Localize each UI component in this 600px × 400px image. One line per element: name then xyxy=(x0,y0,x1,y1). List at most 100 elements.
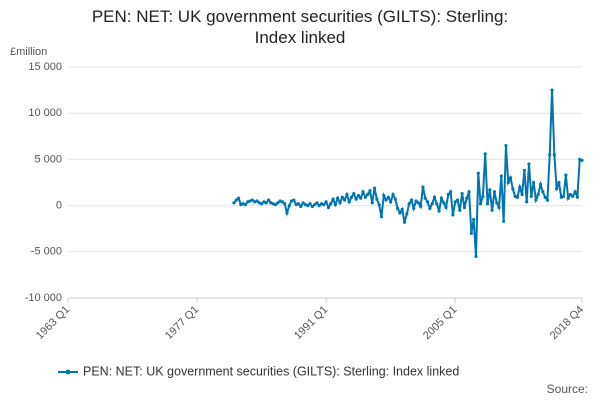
y-tick-label: 10 000 xyxy=(28,107,62,119)
point xyxy=(568,192,573,197)
point xyxy=(336,196,340,200)
point xyxy=(315,201,319,205)
point xyxy=(439,196,443,200)
point xyxy=(548,153,552,157)
x-tick-label: 2005 Q1 xyxy=(421,304,459,342)
point xyxy=(354,197,358,201)
point xyxy=(313,203,317,207)
point xyxy=(495,201,499,205)
y-tick-label: -5 000 xyxy=(31,246,62,258)
point xyxy=(472,217,476,222)
point xyxy=(552,153,556,157)
point xyxy=(347,200,351,204)
point xyxy=(474,254,478,259)
point xyxy=(283,202,287,206)
point xyxy=(372,186,377,190)
x-tick-label: 2018 Q4 xyxy=(548,304,586,342)
point xyxy=(462,205,467,210)
point xyxy=(393,197,397,201)
point xyxy=(453,200,457,204)
line xyxy=(233,90,583,257)
point xyxy=(529,194,533,198)
point xyxy=(409,198,414,202)
point xyxy=(476,171,480,175)
point xyxy=(368,189,372,193)
point xyxy=(363,195,367,199)
point xyxy=(580,158,584,162)
point xyxy=(534,198,538,202)
y-tick-label: 5 000 xyxy=(34,153,62,165)
point xyxy=(485,202,490,206)
point xyxy=(557,180,561,185)
point xyxy=(504,143,508,148)
point xyxy=(469,231,473,235)
point xyxy=(386,195,390,199)
point xyxy=(232,201,236,205)
point xyxy=(444,205,448,210)
point xyxy=(402,220,407,224)
point xyxy=(430,202,434,206)
point xyxy=(338,201,342,205)
y-tick-label: 15 000 xyxy=(28,61,62,73)
point xyxy=(377,203,381,207)
point xyxy=(345,192,349,197)
point xyxy=(349,195,354,199)
point xyxy=(329,202,333,206)
point xyxy=(333,203,337,207)
point xyxy=(550,88,554,92)
point xyxy=(478,202,483,206)
point xyxy=(382,193,386,198)
point xyxy=(322,203,326,207)
x-tick-label: 1963 Q1 xyxy=(34,304,72,342)
chart-title: PEN: NET: UK government securities (GILT… xyxy=(91,7,509,47)
point xyxy=(299,204,303,209)
point xyxy=(442,201,446,205)
point xyxy=(255,199,259,203)
point xyxy=(428,206,432,210)
point xyxy=(243,203,248,207)
point xyxy=(236,196,241,200)
point xyxy=(359,196,363,200)
point xyxy=(234,198,238,202)
point xyxy=(543,195,547,199)
point xyxy=(541,190,545,194)
point xyxy=(292,198,296,202)
point xyxy=(414,199,418,203)
point xyxy=(573,190,577,194)
point xyxy=(285,211,289,215)
point xyxy=(506,180,510,185)
point xyxy=(425,200,430,204)
point xyxy=(356,193,361,198)
point xyxy=(467,190,471,194)
point xyxy=(423,196,427,200)
point xyxy=(458,208,462,212)
point xyxy=(575,195,579,199)
point xyxy=(502,219,506,223)
point xyxy=(564,173,568,177)
point xyxy=(531,180,536,185)
point xyxy=(490,208,494,212)
x-tick-label: 1977 Q1 xyxy=(163,304,201,342)
point xyxy=(561,194,566,198)
point xyxy=(389,200,393,204)
point xyxy=(511,187,515,191)
point xyxy=(499,174,503,178)
point xyxy=(520,192,524,197)
point xyxy=(331,197,335,201)
point xyxy=(407,202,411,206)
point xyxy=(522,168,526,173)
point xyxy=(536,192,540,197)
point xyxy=(455,198,460,202)
point xyxy=(497,205,501,210)
point xyxy=(308,202,312,206)
point xyxy=(571,194,575,198)
point xyxy=(481,194,485,198)
point xyxy=(518,185,522,189)
point xyxy=(266,198,271,202)
point xyxy=(264,201,268,205)
point xyxy=(449,190,453,194)
point xyxy=(492,190,497,194)
point xyxy=(419,204,423,209)
